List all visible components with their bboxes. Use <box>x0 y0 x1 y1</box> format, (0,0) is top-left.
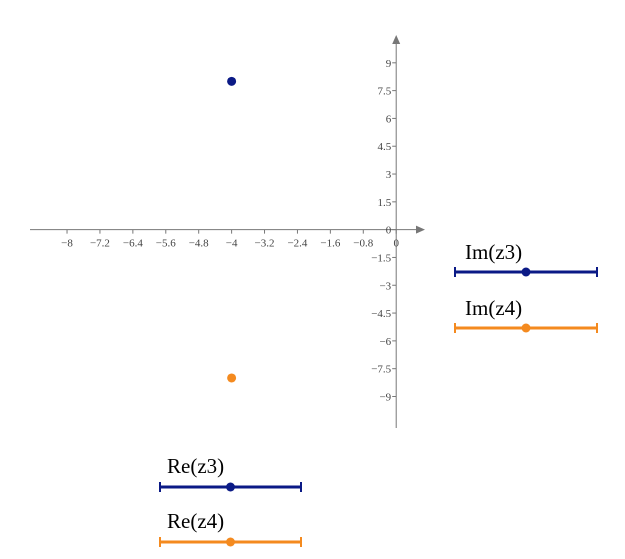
y-tick-label: −3 <box>379 280 391 292</box>
x-tick-label: −5.6 <box>156 238 176 250</box>
variable-label: Im(z3) <box>465 240 522 264</box>
y-tick-label: −6 <box>379 336 391 348</box>
x-tick-label: −4 <box>226 238 238 250</box>
x-tick-label: −1.6 <box>320 238 340 250</box>
y-tick-label: 6 <box>386 113 392 125</box>
y-tick-label: 0 <box>386 225 392 237</box>
y-tick-label: 3 <box>386 169 392 181</box>
y-tick-label: 9 <box>386 58 392 70</box>
x-tick-label: 0 <box>393 238 399 250</box>
y-tick-label: −1.5 <box>371 252 391 264</box>
y-tick-label: −9 <box>379 391 391 403</box>
x-tick-label: −0.8 <box>353 238 373 250</box>
y-axis-arrow <box>392 35 401 44</box>
slider-handle[interactable] <box>226 482 235 492</box>
x-axis-arrow <box>416 225 425 234</box>
x-tick-label: −8 <box>61 238 73 250</box>
y-tick-label: −7.5 <box>371 364 391 376</box>
y-tick-label: 4.5 <box>377 141 391 153</box>
x-tick-label: −3.2 <box>255 238 275 250</box>
y-tick-label: −4.5 <box>371 308 391 320</box>
variable-label: Im(z4) <box>465 296 522 320</box>
x-tick-label: −2.4 <box>287 238 307 250</box>
point <box>227 373 237 383</box>
variable-label: Re(z3) <box>167 454 224 478</box>
x-tick-label: −4.8 <box>189 238 209 250</box>
slider-handle[interactable] <box>226 537 235 547</box>
x-tick-label: −7.2 <box>90 238 110 250</box>
y-tick-label: 7.5 <box>377 86 391 98</box>
y-tick-label: 1.5 <box>377 197 391 209</box>
slider-handle[interactable] <box>521 323 531 333</box>
variable-label: Re(z4) <box>167 509 224 533</box>
slider-handle[interactable] <box>521 267 531 277</box>
x-tick-label: −6.4 <box>123 238 143 250</box>
point <box>227 76 237 86</box>
